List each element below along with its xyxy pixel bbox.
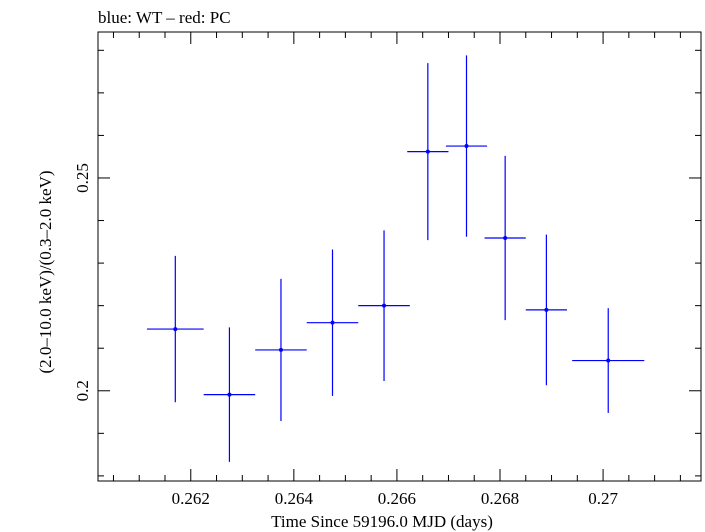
data-marker [382, 303, 387, 308]
data-marker [544, 307, 549, 312]
data-marker [606, 358, 611, 363]
data-point [445, 55, 488, 237]
data-marker [227, 392, 232, 397]
x-tick-label: 0.27 [588, 489, 618, 508]
x-tick-label: 0.264 [275, 489, 314, 508]
tick-labels: 0.262 0.264 0.266 0.268 0.27 0.2 0.25 [73, 163, 618, 508]
data-point [358, 230, 410, 381]
plot-frame [97, 31, 702, 482]
data-points [146, 55, 645, 462]
x-tick-label: 0.268 [481, 489, 519, 508]
data-point [407, 63, 449, 241]
x-tick-label: 0.262 [172, 489, 210, 508]
data-point [306, 249, 359, 396]
data-marker [330, 320, 335, 325]
data-marker [464, 144, 469, 149]
data-point [203, 327, 256, 462]
data-marker [503, 235, 508, 240]
y-tick-label: 0.25 [73, 163, 92, 193]
data-point [255, 278, 307, 421]
x-axis-label: Time Since 59196.0 MJD (days) [271, 512, 493, 531]
axis-ticks [98, 32, 701, 481]
y-tick-label: 0.2 [73, 380, 92, 401]
data-point [572, 308, 645, 413]
x-tick-label: 0.266 [378, 489, 416, 508]
chart-title: blue: WT – red: PC [98, 8, 231, 27]
data-marker [425, 149, 430, 154]
y-axis-label: (2.0–10.0 keV)/(0.3–2.0 keV) [36, 170, 55, 373]
data-marker [173, 327, 178, 332]
data-point [484, 155, 526, 321]
data-point [525, 234, 567, 386]
data-point [146, 255, 204, 403]
data-marker [278, 347, 283, 352]
